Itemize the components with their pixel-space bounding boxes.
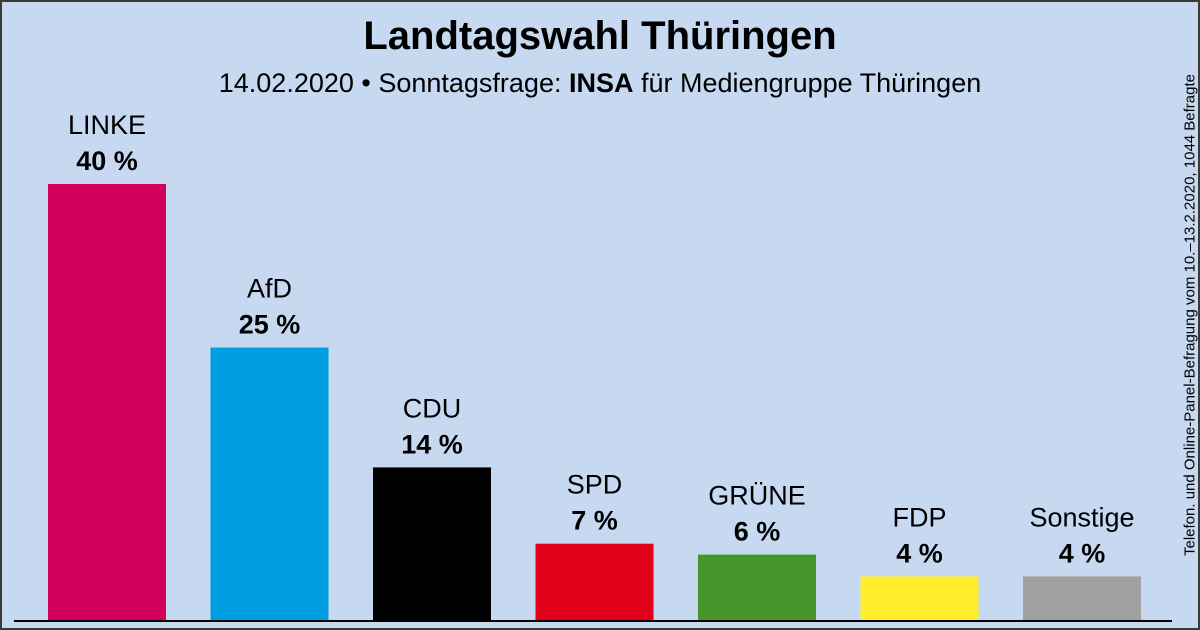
survey-note: Telefon. und Online-Panel-Befragung vom … xyxy=(1181,73,1199,557)
bar-sonstige xyxy=(1023,576,1141,620)
category-label-linke: LINKE xyxy=(68,110,146,140)
value-label-linke: 40 % xyxy=(76,146,138,176)
value-label-gr-ne: 6 % xyxy=(734,517,781,547)
category-label-sonstige: Sonstige xyxy=(1029,502,1134,532)
value-label-spd: 7 % xyxy=(571,506,618,536)
bar-fdp xyxy=(860,576,979,620)
category-label-afd: AfD xyxy=(247,274,292,304)
value-label-sonstige: 4 % xyxy=(1059,538,1106,568)
bar-cdu xyxy=(373,467,491,620)
value-label-afd: 25 % xyxy=(239,310,301,340)
category-label-fdp: FDP xyxy=(893,502,947,532)
value-label-cdu: 14 % xyxy=(401,429,463,459)
category-label-cdu: CDU xyxy=(403,393,462,423)
bar-afd xyxy=(210,347,329,620)
value-label-fdp: 4 % xyxy=(896,538,943,568)
chart-subtitle: 14.02.2020 • Sonntagsfrage: INSA für Med… xyxy=(0,68,1200,99)
subtitle-suffix: für Mediengruppe Thüringen xyxy=(633,68,982,98)
bar-spd xyxy=(535,543,654,620)
subtitle-institute: INSA xyxy=(568,68,634,98)
category-label-spd: SPD xyxy=(567,470,623,500)
bar-gr-ne xyxy=(698,554,816,620)
bars-group: 40 % LINKE 25 % AfD 14 % CDU 7 % SPD 6 % GRÜNE 4 %… xyxy=(48,110,1141,620)
subtitle-prefix: 14.02.2020 • Sonntagsfrage: xyxy=(218,68,569,98)
category-label-gr-ne: GRÜNE xyxy=(708,481,806,511)
chart-title: Landtagswahl Thüringen xyxy=(363,14,837,58)
bar-linke xyxy=(48,184,166,620)
